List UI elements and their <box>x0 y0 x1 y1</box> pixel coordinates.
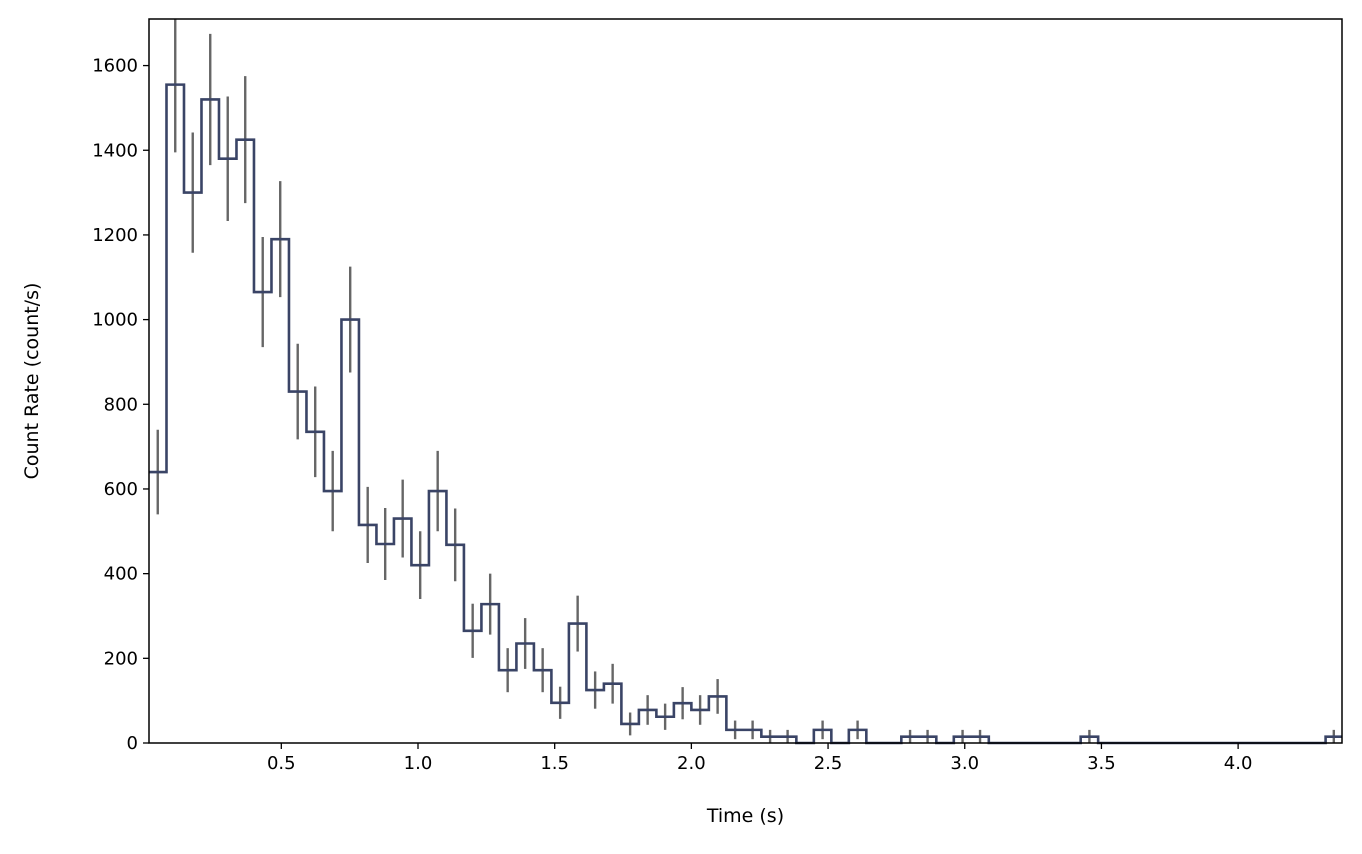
x-tick-label: 2.0 <box>677 753 706 774</box>
y-tick-label: 800 <box>104 394 138 415</box>
x-axis-label: Time (s) <box>706 805 784 827</box>
x-tick-label: 3.0 <box>950 753 979 774</box>
y-tick-label: 1000 <box>92 310 138 331</box>
y-tick-label: 400 <box>104 564 138 585</box>
x-axis-ticks: 0.5 1.0 1.5 2.0 2.5 3.0 3.5 4.0 <box>267 743 1252 774</box>
x-tick-label: 0.5 <box>267 753 296 774</box>
y-tick-label: 200 <box>104 648 138 669</box>
y-tick-label: 600 <box>104 479 138 500</box>
y-tick-label: 0 <box>127 733 138 754</box>
y-tick-label: 1400 <box>92 140 138 161</box>
y-tick-label: 1200 <box>92 225 138 246</box>
y-tick-label: 1600 <box>92 56 138 77</box>
x-tick-label: 3.5 <box>1087 753 1116 774</box>
x-tick-label: 1.5 <box>540 753 569 774</box>
y-axis-label: Count Rate (count/s) <box>21 283 43 480</box>
x-tick-label: 4.0 <box>1224 753 1253 774</box>
y-axis-ticks: 0 200 400 600 800 1000 1200 1400 1600 <box>92 56 149 754</box>
x-tick-label: 2.5 <box>814 753 843 774</box>
x-tick-label: 1.0 <box>404 753 433 774</box>
plot-frame <box>148 18 1343 744</box>
